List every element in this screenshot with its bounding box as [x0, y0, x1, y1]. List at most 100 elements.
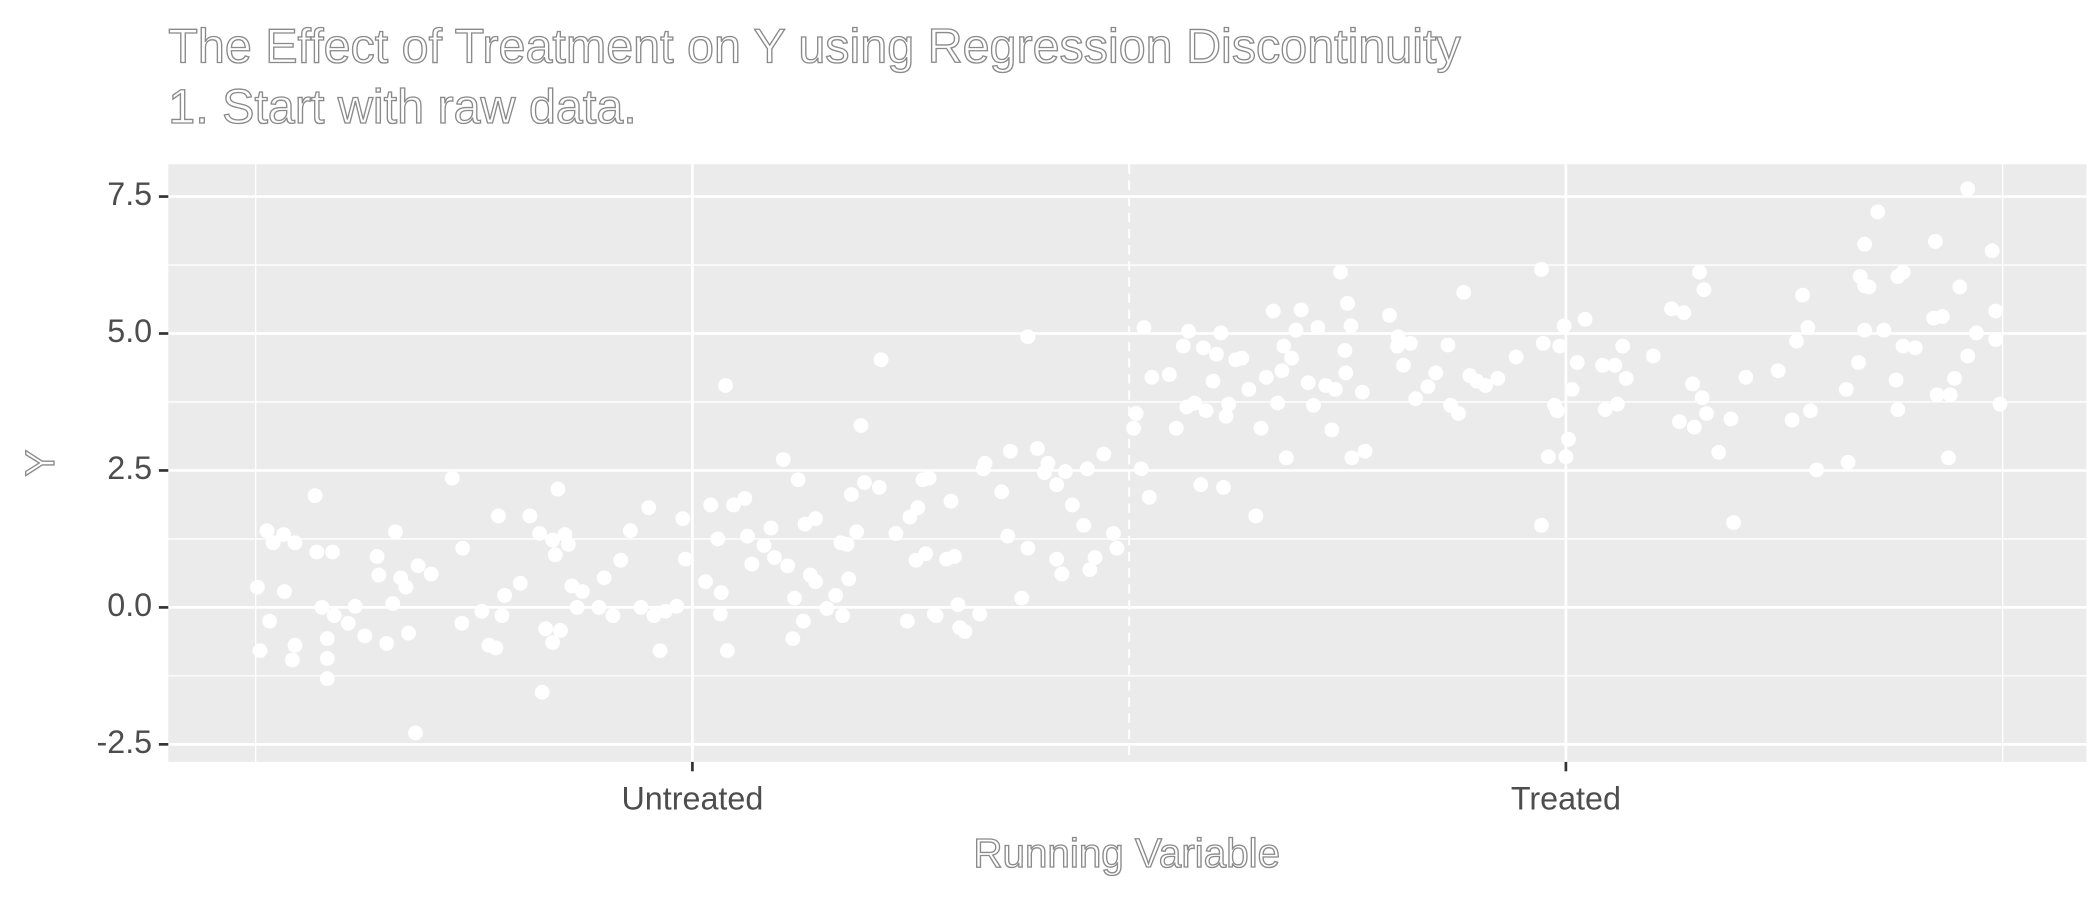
- point: [284, 652, 300, 668]
- point: [1306, 397, 1321, 413]
- point: [1396, 357, 1411, 373]
- y-axis-label: Y: [17, 450, 63, 477]
- point: [1569, 355, 1585, 370]
- point: [1221, 396, 1237, 412]
- point: [1947, 371, 1963, 386]
- point: [1451, 406, 1466, 421]
- point: [1187, 395, 1203, 411]
- point: [547, 547, 563, 563]
- point: [1711, 444, 1727, 460]
- point: [641, 500, 657, 516]
- point: [1310, 320, 1326, 335]
- point: [657, 603, 673, 619]
- point: [488, 640, 504, 656]
- chart-title: The Effect of Treatment on Y using Regre…: [168, 20, 1461, 74]
- point: [1057, 464, 1073, 479]
- point: [1490, 371, 1506, 386]
- point: [385, 596, 401, 611]
- point: [1508, 349, 1524, 365]
- point: [605, 608, 621, 624]
- point: [1549, 403, 1565, 419]
- point: [873, 352, 889, 368]
- point: [633, 600, 649, 615]
- point: [1181, 323, 1196, 339]
- point: [1087, 550, 1103, 565]
- point: [790, 472, 806, 488]
- point: [943, 493, 959, 509]
- point: [591, 600, 607, 615]
- point: [1428, 365, 1444, 381]
- point: [1870, 204, 1886, 220]
- point: [780, 558, 796, 574]
- point: [613, 552, 629, 568]
- point: [1800, 320, 1816, 335]
- point: [1420, 379, 1436, 395]
- point: [1726, 515, 1742, 530]
- point: [1193, 477, 1209, 493]
- point: [265, 535, 281, 551]
- point: [1795, 287, 1811, 303]
- point: [652, 643, 668, 659]
- point: [410, 558, 426, 574]
- point: [307, 488, 323, 504]
- point: [1195, 340, 1211, 356]
- point: [857, 475, 872, 490]
- point: [1096, 446, 1112, 462]
- point: [1610, 396, 1625, 412]
- point: [1723, 411, 1739, 427]
- point: [918, 546, 934, 562]
- point: [719, 643, 735, 659]
- point: [1694, 390, 1710, 405]
- point: [737, 490, 753, 506]
- point: [787, 590, 803, 606]
- point: [314, 600, 330, 615]
- point: [1934, 309, 1950, 324]
- point: [369, 549, 385, 564]
- point: [1895, 264, 1911, 280]
- point: [545, 532, 561, 548]
- point: [1960, 348, 1976, 364]
- point: [319, 631, 335, 647]
- point: [1534, 262, 1549, 277]
- point: [1564, 381, 1580, 397]
- point: [388, 524, 403, 540]
- point: [1205, 373, 1221, 389]
- point: [1861, 279, 1877, 295]
- point: [1136, 320, 1152, 335]
- point: [819, 601, 835, 616]
- point: [252, 643, 268, 659]
- point: [1692, 264, 1707, 280]
- point: [1556, 318, 1572, 334]
- point: [622, 523, 638, 539]
- point: [1699, 406, 1714, 421]
- point: [1672, 414, 1687, 430]
- point: [277, 584, 292, 599]
- point: [1857, 322, 1873, 338]
- point: [1020, 540, 1036, 556]
- point: [1907, 340, 1923, 356]
- point: [1340, 295, 1355, 311]
- point: [538, 621, 554, 637]
- point: [1076, 517, 1092, 533]
- point: [718, 378, 733, 393]
- point: [888, 526, 904, 541]
- point: [795, 613, 811, 629]
- point: [474, 603, 490, 619]
- point: [287, 535, 303, 551]
- point: [678, 551, 693, 567]
- point: [1952, 279, 1968, 295]
- point: [1851, 355, 1866, 370]
- point: [977, 455, 993, 471]
- point: [928, 608, 944, 624]
- point: [1278, 450, 1294, 466]
- point: [1534, 517, 1549, 533]
- point: [1270, 395, 1286, 411]
- point: [1561, 431, 1576, 447]
- point: [1040, 455, 1056, 471]
- point: [1276, 338, 1292, 354]
- point: [1161, 367, 1177, 382]
- point: [1992, 396, 2008, 412]
- point: [994, 484, 1010, 500]
- point: [1253, 420, 1269, 436]
